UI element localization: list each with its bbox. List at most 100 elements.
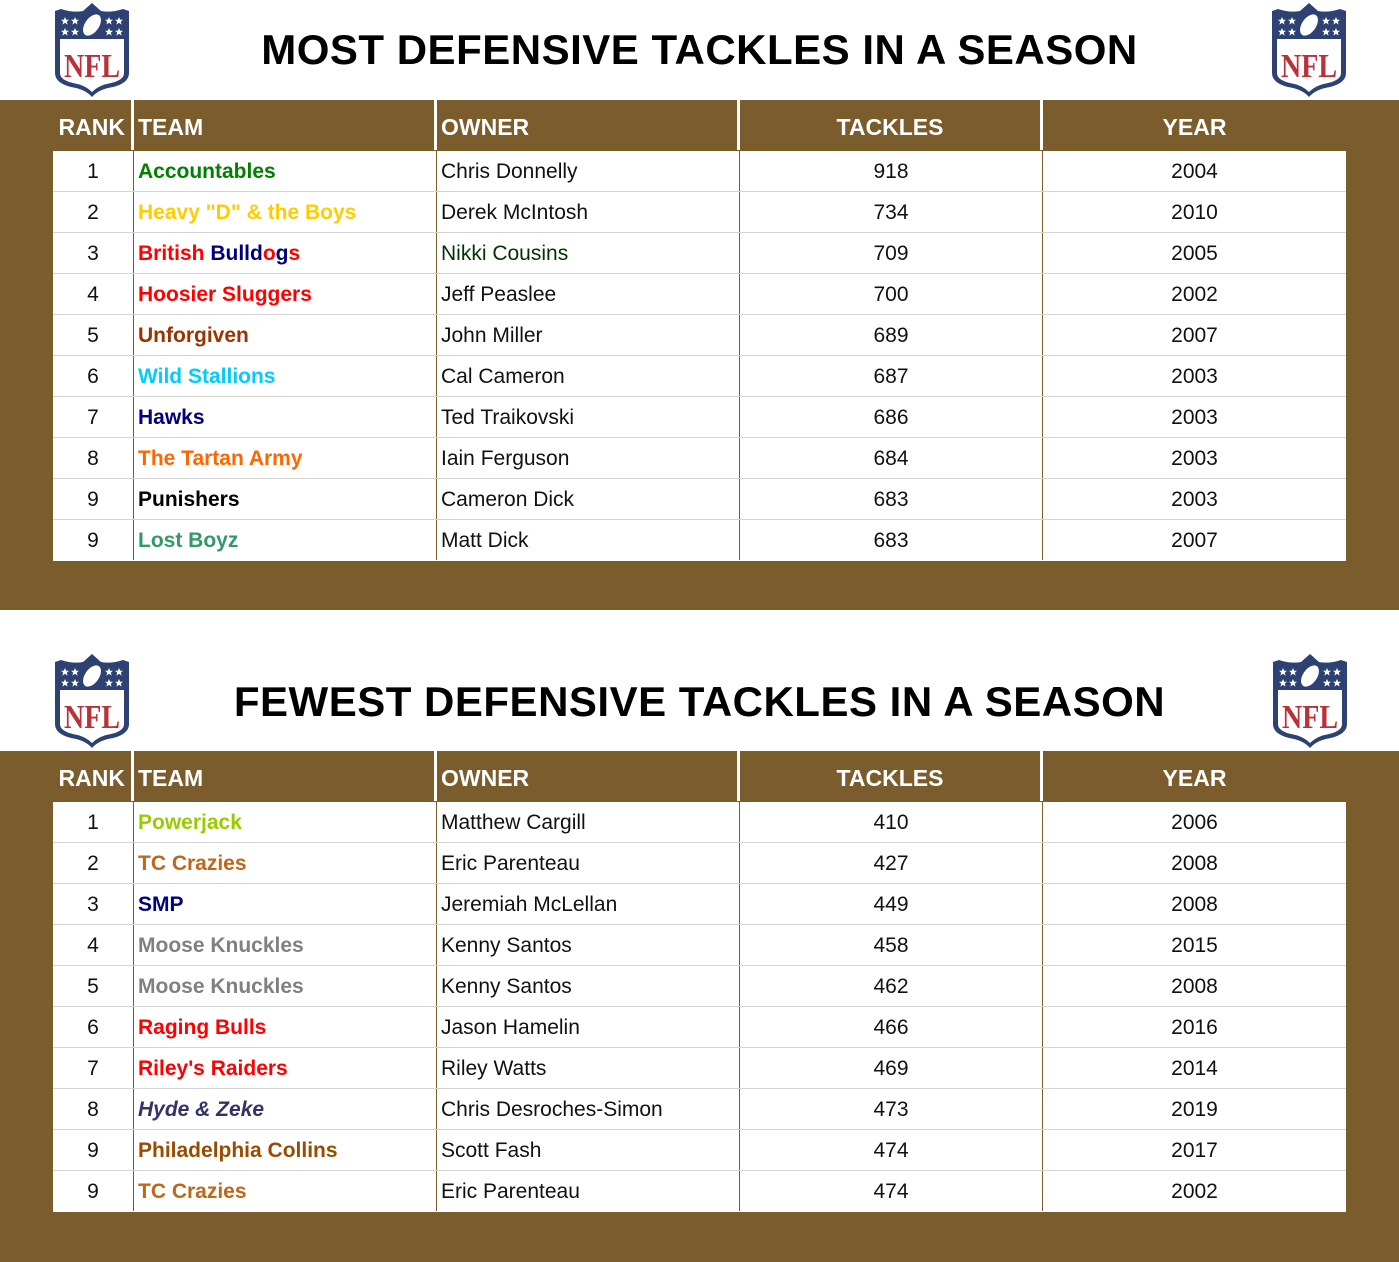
team-cell: Moose Knuckles — [134, 925, 437, 965]
owner-cell: Riley Watts — [437, 1048, 740, 1088]
team-cell: Wild Stallions — [134, 356, 437, 396]
column-header-team[interactable]: TEAM — [134, 751, 437, 801]
fewest-tackles-table: 1 Powerjack Matthew Cargill 410 2006 2 TC Craz… — [53, 802, 1346, 1212]
owner-cell: Matt Dick — [437, 520, 740, 560]
team-cell: Hawks — [134, 397, 437, 437]
year-cell: 2005 — [1171, 242, 1218, 265]
team-name-part: Bulld — [210, 242, 263, 265]
column-header-owner[interactable]: OWNER — [437, 100, 740, 150]
owner-cell: Nikki Cousins — [437, 233, 740, 273]
svg-text:NFL: NFL — [64, 48, 120, 85]
team-cell: Lost Boyz — [134, 520, 437, 560]
owner-cell: Cal Cameron — [437, 356, 740, 396]
table-row: 8 The Tartan Army Iain Ferguson 684 2003 — [53, 438, 1346, 479]
column-header-tackles[interactable]: TACKLES — [740, 100, 1043, 150]
team-cell: Riley's Raiders — [134, 1048, 437, 1088]
tackles-cell: 449 — [740, 884, 1043, 924]
column-header-rank[interactable]: RANK — [53, 751, 134, 801]
owner-cell: Jeremiah McLellan — [437, 884, 740, 924]
tackles-cell: 689 — [740, 315, 1043, 355]
table-row: 9 Punishers Cameron Dick 683 2003 — [53, 479, 1346, 520]
tackles-cell: 700 — [740, 274, 1043, 314]
owner-cell: Kenny Santos — [437, 925, 740, 965]
year-cell: 2008 — [1171, 975, 1218, 998]
owner-cell: Eric Parenteau — [437, 843, 740, 883]
column-header-year[interactable]: YEAR — [1162, 114, 1227, 140]
svg-text:NFL: NFL — [1281, 48, 1337, 85]
table-row: 5 Unforgiven John Miller 689 2007 — [53, 315, 1346, 356]
page-title: MOST DEFENSIVE TACKLES IN A SEASON — [261, 26, 1138, 73]
rank-cell: 7 — [53, 1048, 134, 1088]
rank-cell: 1 — [53, 151, 134, 191]
table-row: 3 British Bulldogs Nikki Cousins 709 2005 — [53, 233, 1346, 274]
year-cell: 2004 — [1171, 160, 1218, 183]
owner-cell: Jeff Peaslee — [437, 274, 740, 314]
table-row: 2 Heavy "D" & the Boys Derek McIntosh 734 20… — [53, 192, 1346, 233]
year-cell: 2003 — [1171, 406, 1218, 429]
table-row: 9 TC Crazies Eric Parenteau 474 2002 — [53, 1171, 1346, 1212]
tackles-cell: 734 — [740, 192, 1043, 232]
table-row: 4 Moose Knuckles Kenny Santos 458 2015 — [53, 925, 1346, 966]
tackles-cell: 686 — [740, 397, 1043, 437]
tackles-cell: 474 — [740, 1171, 1043, 1211]
column-header-team[interactable]: TEAM — [134, 100, 437, 150]
rank-cell: 9 — [53, 1171, 134, 1211]
rank-cell: 9 — [53, 520, 134, 560]
table-row: 6 Raging Bulls Jason Hamelin 466 2016 — [53, 1007, 1346, 1048]
rank-cell: 4 — [53, 274, 134, 314]
table-row: 7 Riley's Raiders Riley Watts 469 2014 — [53, 1048, 1346, 1089]
tackles-cell: 687 — [740, 356, 1043, 396]
owner-cell: Cameron Dick — [437, 479, 740, 519]
rank-cell: 9 — [53, 479, 134, 519]
year-cell: 2003 — [1171, 488, 1218, 511]
table-row: 5 Moose Knuckles Kenny Santos 462 2008 — [53, 966, 1346, 1007]
owner-cell: Iain Ferguson — [437, 438, 740, 478]
column-header-year[interactable]: YEAR — [1162, 765, 1227, 791]
table-row: 1 Accountables Chris Donnelly 918 2004 — [53, 151, 1346, 192]
rank-cell: 8 — [53, 438, 134, 478]
team-cell: Heavy "D" & the Boys — [134, 192, 437, 232]
rank-cell: 1 — [53, 802, 134, 842]
year-cell: 2019 — [1171, 1098, 1218, 1121]
team-cell: Hyde & Zeke — [134, 1089, 437, 1129]
nfl-logo-icon: NFL — [53, 652, 131, 750]
column-header-rank[interactable]: RANK — [53, 100, 134, 150]
tackles-cell: 458 — [740, 925, 1043, 965]
table-row: 1 Powerjack Matthew Cargill 410 2006 — [53, 802, 1346, 843]
column-header-owner[interactable]: OWNER — [437, 751, 740, 801]
owner-cell: Chris Donnelly — [437, 151, 740, 191]
team-cell: The Tartan Army — [134, 438, 437, 478]
rank-cell: 9 — [53, 1130, 134, 1170]
table-row: 9 Philadelphia Collins Scott Fash 474 2017 — [53, 1130, 1346, 1171]
tackles-cell: 474 — [740, 1130, 1043, 1170]
team-cell: Punishers — [134, 479, 437, 519]
team-cell: Powerjack — [134, 802, 437, 842]
table-row: 2 TC Crazies Eric Parenteau 427 2008 — [53, 843, 1346, 884]
rank-cell: 6 — [53, 356, 134, 396]
nfl-logo-icon: NFL — [1271, 652, 1349, 750]
rank-cell: 3 — [53, 884, 134, 924]
tackles-cell: 466 — [740, 1007, 1043, 1047]
owner-cell: Eric Parenteau — [437, 1171, 740, 1211]
team-cell: TC Crazies — [134, 1171, 437, 1211]
year-cell: 2002 — [1171, 1180, 1218, 1203]
owner-cell: John Miller — [437, 315, 740, 355]
year-cell: 2006 — [1171, 811, 1218, 834]
page-title: FEWEST DEFENSIVE TACKLES IN A SEASON — [233, 678, 1166, 725]
tackles-cell: 469 — [740, 1048, 1043, 1088]
column-header-tackles[interactable]: TACKLES — [740, 751, 1043, 801]
tackles-cell: 462 — [740, 966, 1043, 1006]
rank-cell: 7 — [53, 397, 134, 437]
rank-cell: 6 — [53, 1007, 134, 1047]
table-header: RANK TEAM OWNER TACKLES YEAR — [53, 100, 1346, 150]
table-row: 4 Hoosier Sluggers Jeff Peaslee 700 2002 — [53, 274, 1346, 315]
rank-cell: 2 — [53, 843, 134, 883]
tackles-cell: 918 — [740, 151, 1043, 191]
year-cell: 2002 — [1171, 283, 1218, 306]
team-cell: British Bulldogs — [134, 233, 437, 273]
team-cell: TC Crazies — [134, 843, 437, 883]
rank-cell: 2 — [53, 192, 134, 232]
tackles-cell: 709 — [740, 233, 1043, 273]
rank-cell: 5 — [53, 966, 134, 1006]
year-cell: 2010 — [1171, 201, 1218, 224]
